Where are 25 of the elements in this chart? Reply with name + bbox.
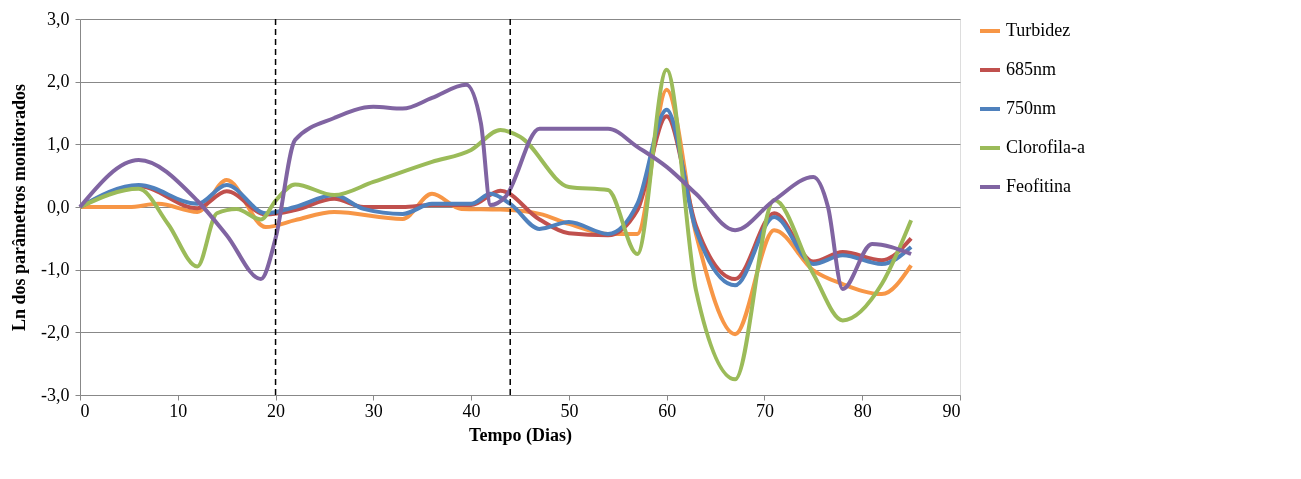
x-tick-label: 10 <box>169 400 188 421</box>
x-tick-label: 70 <box>755 400 774 421</box>
y-tick-label: 3,0 <box>47 8 70 29</box>
legend-label: 750nm <box>1006 98 1057 118</box>
legend-label: Clorofila-a <box>1006 137 1085 157</box>
y-tick-label: 0,0 <box>47 196 70 217</box>
x-tick-label: 60 <box>658 400 677 421</box>
y-axis-title: Ln dos parâmetros monitorados <box>9 83 30 332</box>
y-tick-label: 2,0 <box>47 71 70 92</box>
x-tick-label: 40 <box>462 400 481 421</box>
x-tick-label: 90 <box>942 400 961 421</box>
line-series <box>78 67 914 382</box>
x-tick-label: 80 <box>853 400 872 421</box>
x-axis-title: Tempo (Dias) <box>469 424 572 446</box>
legend-label: Turbidez <box>1006 20 1071 40</box>
x-tick-label: 0 <box>80 400 90 421</box>
x-tick-label: 50 <box>560 400 579 421</box>
y-tick-label: 1,0 <box>47 133 70 154</box>
x-tick-label: 30 <box>364 400 383 421</box>
y-tick-label: -3,0 <box>41 384 70 405</box>
y-tick-label: -2,0 <box>41 321 70 342</box>
legend-label: 685nm <box>1006 59 1057 79</box>
legend-label: Feofitina <box>1006 176 1071 196</box>
y-tick-label: -1,0 <box>41 259 70 280</box>
x-tick-label: 20 <box>267 400 286 421</box>
